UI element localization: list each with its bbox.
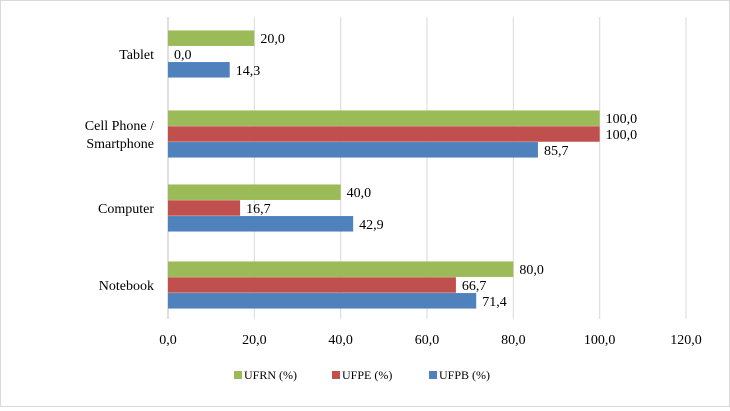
data-label: 20,0	[260, 32, 285, 47]
data-label: 16,7	[246, 202, 270, 217]
data-label: 0,0	[174, 48, 192, 63]
legend-label: UFPB (%)	[439, 368, 490, 382]
legend-item: UFRN (%)	[234, 368, 297, 382]
legend-label: UFRN (%)	[244, 368, 297, 382]
bar	[168, 200, 241, 216]
x-tick-label: 120,0	[670, 333, 702, 348]
x-tick-label: 0,0	[159, 333, 177, 348]
gridlines	[167, 17, 687, 319]
x-tick-label: 80,0	[501, 333, 526, 348]
data-label: 100,0	[606, 112, 638, 127]
x-tick-labels: 0,0 20,0 40,0 60,0 80,0 100,0 120,0	[159, 333, 702, 348]
x-tick-label: 20,0	[242, 333, 267, 348]
legend-swatch	[332, 371, 340, 379]
data-label: 85,7	[544, 144, 569, 159]
legend-item: UFPB (%)	[429, 368, 490, 382]
bar	[168, 110, 600, 126]
bars	[168, 30, 600, 309]
x-tick-label: 100,0	[584, 333, 616, 348]
legend-swatch	[234, 371, 242, 379]
x-tick-label: 40,0	[328, 333, 353, 348]
category-label: Tablet	[119, 48, 154, 63]
legend-swatch	[429, 371, 437, 379]
bar	[168, 216, 354, 232]
legend: UFRN (%) UFPE (%) UFPB (%)	[234, 368, 490, 382]
bar	[168, 62, 230, 78]
bar	[168, 184, 341, 200]
data-label: 66,7	[462, 279, 487, 294]
category-label: Notebook	[99, 279, 154, 294]
legend-label: UFPE (%)	[342, 368, 392, 382]
x-tick-label: 60,0	[415, 333, 440, 348]
bar	[168, 293, 477, 309]
category-label: Cell Phone / Smartphone	[85, 119, 154, 152]
data-label: 100,0	[606, 128, 638, 143]
data-label: 40,0	[347, 186, 372, 201]
category-label: Computer	[98, 202, 154, 217]
bar	[168, 261, 514, 277]
data-label: 14,3	[236, 64, 261, 79]
bar	[168, 30, 255, 46]
bar	[168, 126, 600, 142]
data-label: 80,0	[519, 263, 544, 278]
data-label: 42,9	[359, 218, 384, 233]
bar	[168, 142, 538, 158]
legend-item: UFPE (%)	[332, 368, 392, 382]
data-label: 71,4	[482, 295, 507, 310]
category-labels: Tablet Cell Phone / Smartphone Computer Note…	[85, 48, 155, 294]
bar	[168, 277, 456, 293]
